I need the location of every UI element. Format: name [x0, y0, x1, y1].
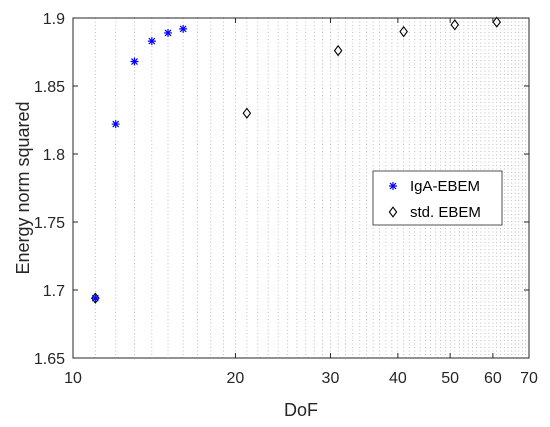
- x-tick-label: 30: [322, 370, 340, 387]
- data-point: [164, 28, 173, 37]
- axis-ticks: 10 20 30 40 50 60 70 1.65 1.7 1.75 1.8 1.85 1.9: [34, 11, 538, 387]
- y-tick-label: 1.85: [34, 79, 65, 96]
- data-point: [450, 19, 460, 31]
- y-axis-title: Energy norm squared: [13, 101, 33, 274]
- x-tick-label: 70: [520, 370, 538, 387]
- data-point: [179, 24, 188, 33]
- legend-box: [372, 170, 503, 226]
- x-tick-label: 60: [484, 370, 502, 387]
- x-axis-title: DoF: [284, 400, 318, 420]
- data-point: [111, 120, 120, 129]
- legend-label: IgA-EBEM: [410, 178, 480, 195]
- series-iga-ebem: [91, 24, 188, 303]
- x-grid: [94, 18, 527, 358]
- axes-box: [72, 17, 530, 359]
- data-point: [147, 37, 156, 46]
- y-tick-label: 1.8: [43, 147, 65, 164]
- x-tick-label: 20: [227, 370, 245, 387]
- x-tick-label: 10: [64, 370, 82, 387]
- data-point: [242, 107, 252, 119]
- y-tick-label: 1.75: [34, 215, 65, 232]
- x-tick-label: 50: [441, 370, 459, 387]
- legend-items: IgA-EBEM std. EBEM: [388, 178, 481, 221]
- legend-marker: [389, 182, 397, 190]
- data-point: [399, 25, 408, 38]
- x-tick-label: 40: [389, 370, 407, 387]
- legend-marker: [388, 206, 398, 218]
- y-tick-label: 1.7: [43, 283, 65, 300]
- series-layer: [91, 16, 502, 304]
- data-point: [130, 57, 139, 66]
- data-point: [492, 16, 502, 28]
- data-point: [333, 44, 343, 57]
- y-tick-label: 1.65: [34, 351, 65, 368]
- y-tick-label: 1.9: [43, 11, 65, 28]
- legend-label: std. EBEM: [410, 204, 481, 221]
- legend: IgA-EBEM std. EBEM: [372, 170, 503, 226]
- data-point: [91, 294, 100, 303]
